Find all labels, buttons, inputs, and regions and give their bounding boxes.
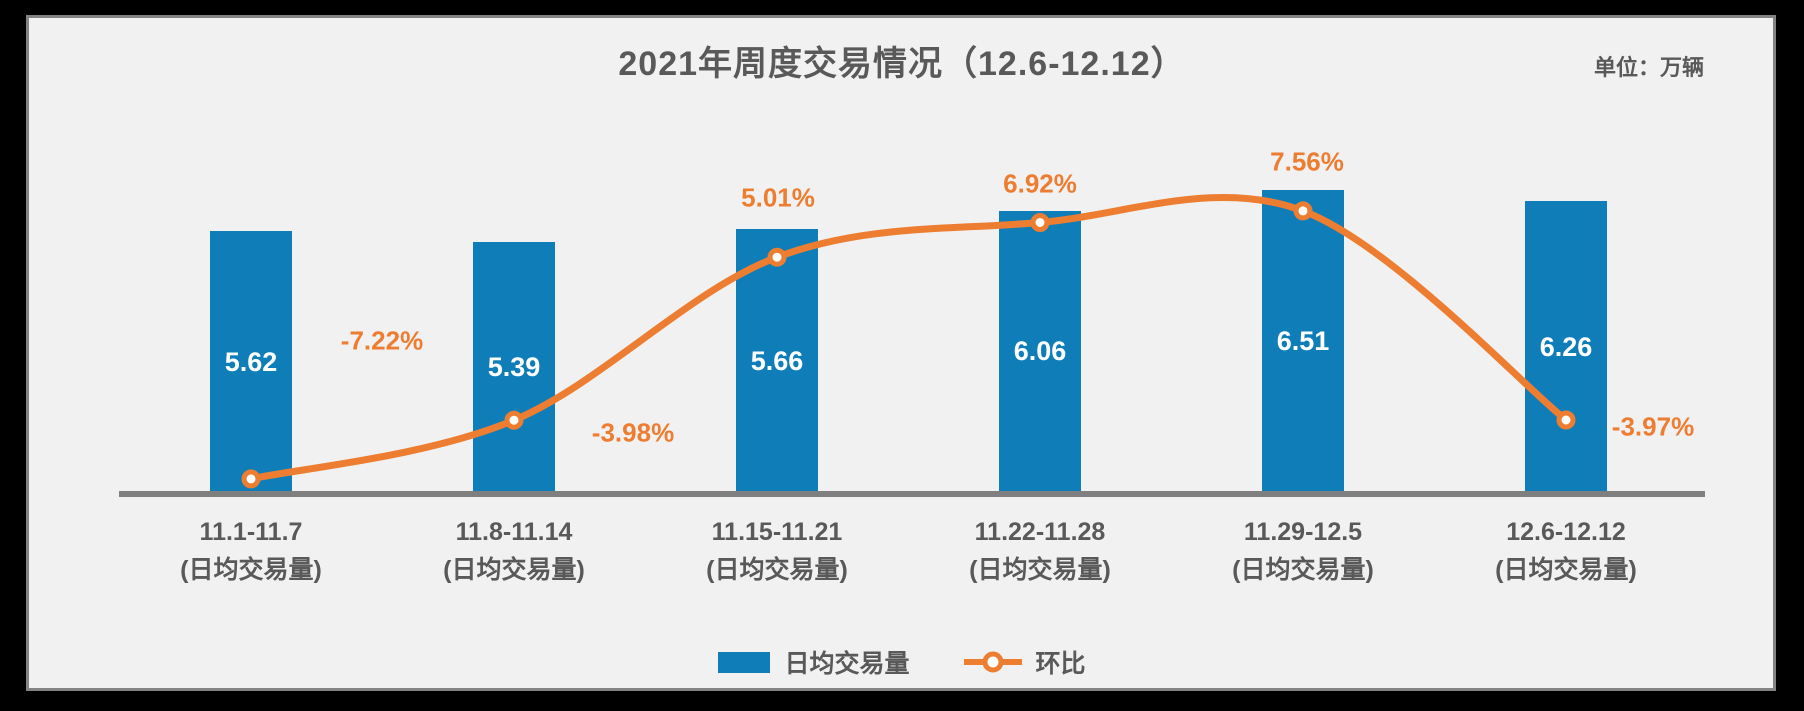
category-date-range: 11.29-12.5 — [1243, 518, 1363, 546]
bar-column: 6.51 — [1262, 189, 1344, 493]
x-axis-category-label: 11.29-12.5 (日均交易量) — [1173, 513, 1433, 589]
bar-value-label: 5.66 — [750, 345, 804, 376]
category-date-range: 11.22-11.28 — [974, 518, 1106, 546]
category-sublabel: (日均交易量) — [1495, 556, 1637, 584]
x-axis-category-label: 11.8-11.14 (日均交易量) — [384, 513, 644, 589]
category-date-range: 12.6-12.12 — [1506, 518, 1626, 546]
line-percent-label: 5.01% — [741, 182, 815, 213]
bar-value-label: 5.62 — [224, 346, 278, 377]
legend-line-swatch — [963, 651, 1022, 673]
line-percent-label: 7.56% — [1270, 146, 1344, 177]
bar-value-label: 6.26 — [1539, 331, 1593, 362]
x-axis-category-label: 11.1-11.7 (日均交易量) — [121, 513, 381, 589]
x-axis-category-label: 11.15-11.21 (日均交易量) — [647, 513, 907, 589]
category-sublabel: (日均交易量) — [1232, 556, 1374, 584]
legend-bar-label: 日均交易量 — [784, 650, 910, 678]
line-percent-label: 6.92% — [1003, 168, 1077, 199]
legend: 日均交易量 环比 — [0, 644, 1804, 680]
bar-value-label: 6.06 — [1013, 336, 1067, 367]
bar-value-label: 6.51 — [1276, 325, 1330, 356]
bar-column: 5.39 — [473, 241, 555, 493]
category-sublabel: (日均交易量) — [180, 556, 322, 584]
category-date-range: 11.1-11.7 — [199, 518, 303, 546]
category-date-range: 11.15-11.21 — [711, 518, 843, 546]
x-axis-category-label: 12.6-12.12 (日均交易量) — [1436, 513, 1696, 589]
category-date-range: 11.8-11.14 — [455, 518, 573, 546]
line-percent-label: -7.22% — [340, 325, 424, 356]
bar-column: 6.26 — [1525, 201, 1607, 493]
chart-title: 2021年周度交易情况（12.6-12.12） — [618, 45, 1186, 83]
bar-value-label: 5.39 — [487, 351, 541, 382]
legend-line-marker-icon — [982, 651, 1003, 673]
bar-column: 6.06 — [999, 210, 1081, 493]
x-axis-category-label: 11.22-11.28 (日均交易量) — [910, 513, 1170, 589]
bar-column: 5.62 — [210, 231, 292, 493]
category-sublabel: (日均交易量) — [443, 556, 585, 584]
category-sublabel: (日均交易量) — [706, 556, 848, 584]
line-percent-label: -3.98% — [591, 417, 675, 448]
line-percent-label: -3.97% — [1611, 411, 1695, 442]
bar-column: 5.66 — [736, 229, 818, 493]
legend-bar-swatch — [718, 651, 771, 673]
unit-label: 单位：万辆 — [1593, 55, 1704, 80]
x-axis-line — [119, 491, 1705, 497]
legend-line-label: 环比 — [1035, 650, 1086, 678]
category-sublabel: (日均交易量) — [969, 556, 1111, 584]
